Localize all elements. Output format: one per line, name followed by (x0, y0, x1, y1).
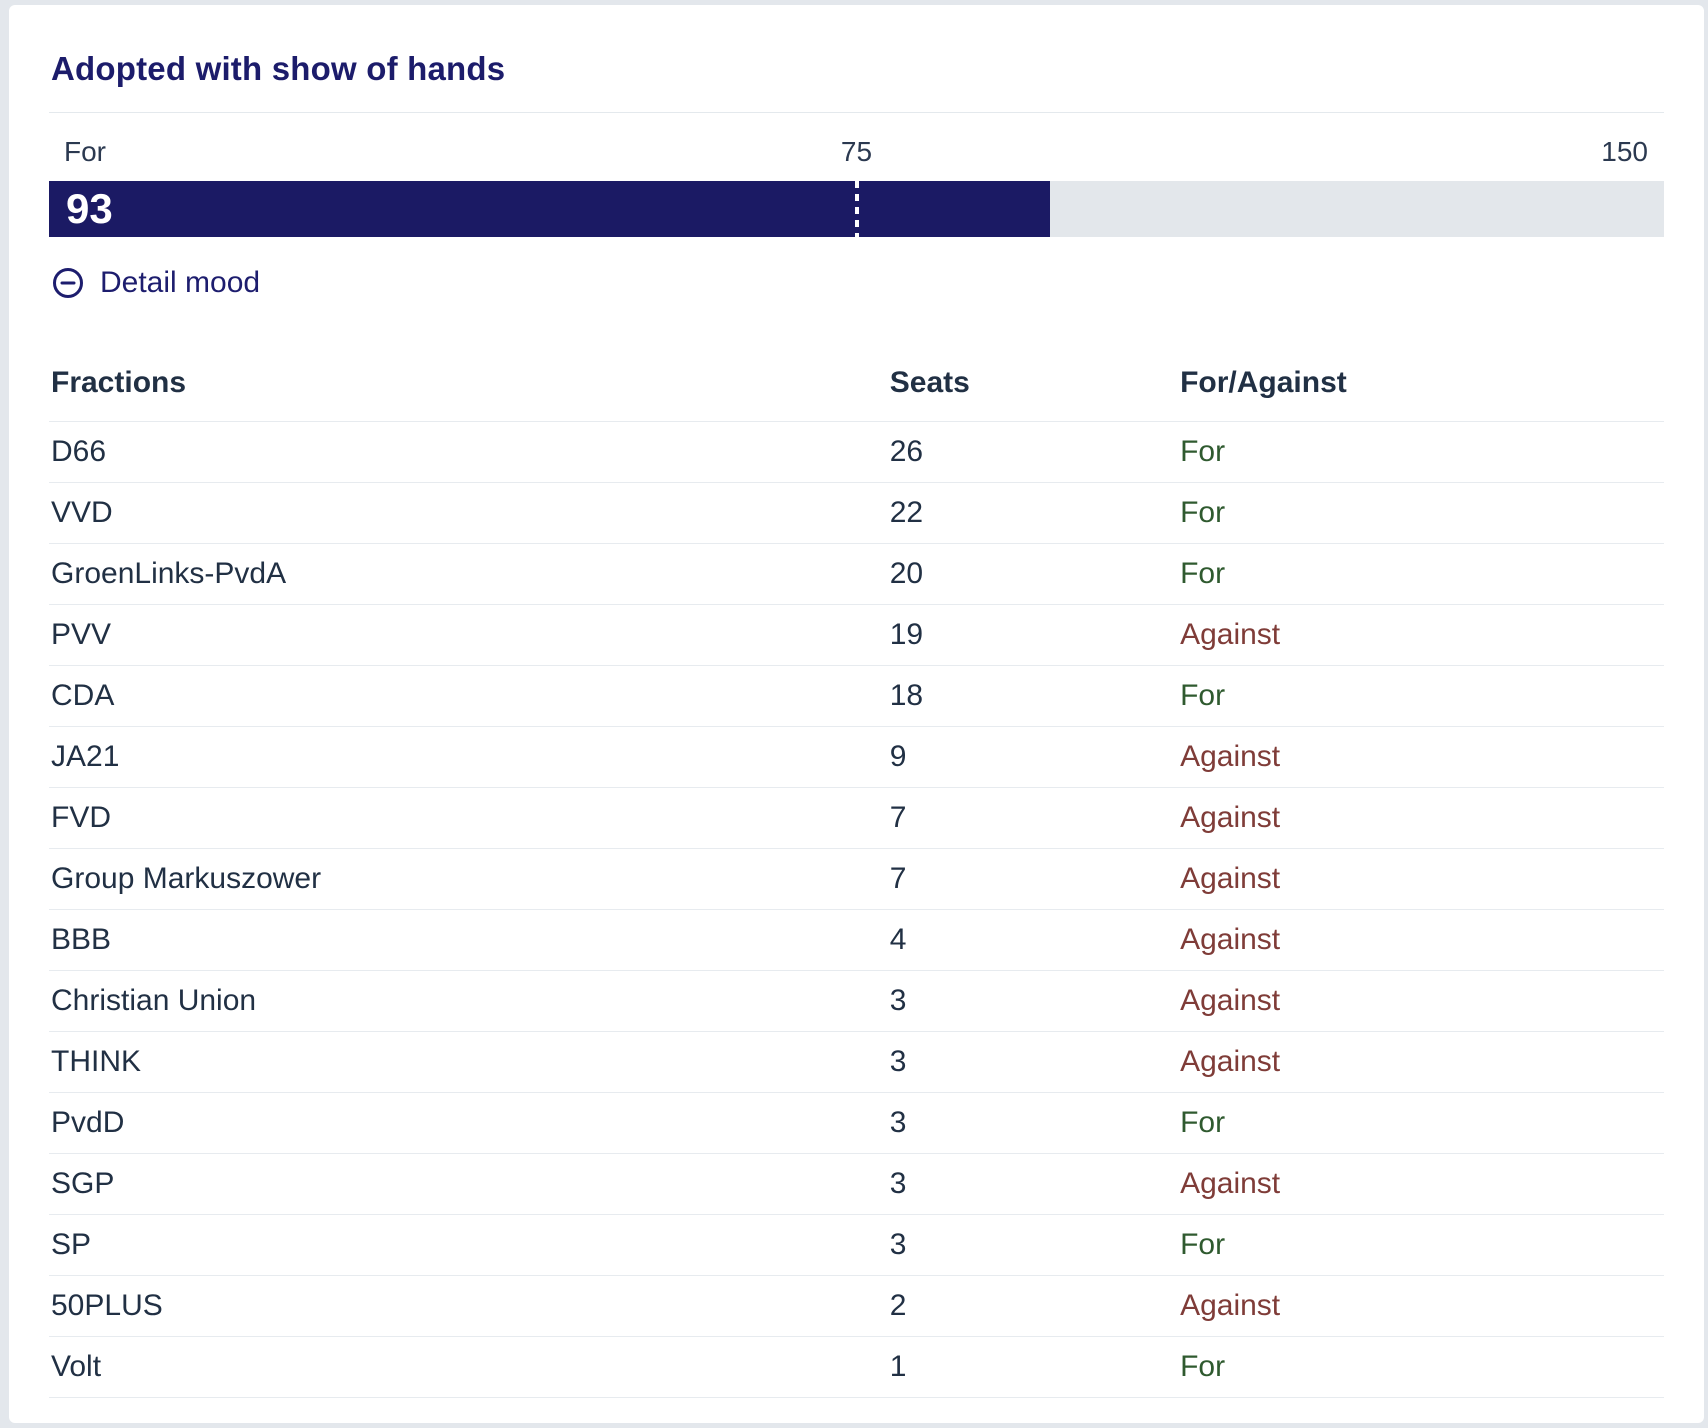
fraction-seats: 20 (889, 557, 924, 590)
fraction-name: VVD (51, 496, 113, 529)
vote-bar-track: 93 (49, 181, 1664, 237)
fraction-vote: For (1180, 679, 1226, 712)
fraction-name: JA21 (51, 740, 120, 773)
table-row: FVD 7 Against (49, 788, 1664, 849)
bar-majority-label: 75 (840, 136, 873, 167)
fraction-vote: For (1180, 557, 1226, 590)
table-row: THINK 3 Against (49, 1032, 1664, 1093)
vote-bar-fill: 93 (49, 181, 1051, 237)
fraction-seats: 3 (889, 1228, 907, 1261)
fraction-vote: Against (1180, 862, 1281, 895)
vote-count: 93 (66, 185, 113, 232)
fraction-seats: 3 (889, 1167, 907, 1200)
fraction-name: CDA (51, 679, 115, 712)
fraction-seats: 18 (889, 679, 924, 712)
detail-mood-toggle[interactable]: Detail mood (52, 266, 260, 300)
table-row: GroenLinks-PvdA 20 For (49, 544, 1664, 605)
fraction-vote: For (1180, 1350, 1226, 1383)
table-row: Volt 1 For (49, 1337, 1664, 1398)
fraction-name: PvdD (51, 1106, 125, 1139)
fraction-name: FVD (51, 801, 111, 834)
fraction-seats: 19 (889, 618, 924, 651)
table-row: VVD 22 For (49, 483, 1664, 544)
fraction-name: BBB (51, 923, 112, 956)
fraction-vote: For (1180, 435, 1226, 468)
fraction-name: SP (51, 1228, 92, 1261)
detail-toggle-label: Detail mood (100, 266, 261, 299)
fraction-vote: Against (1180, 801, 1281, 834)
fraction-seats: 4 (889, 923, 907, 956)
fraction-vote: Against (1180, 1045, 1281, 1078)
majority-marker (854, 181, 859, 237)
minus-circle-icon (52, 267, 84, 299)
table-row: D66 26 For (49, 422, 1664, 483)
table-row: SP 3 For (49, 1215, 1664, 1276)
table-row: CDA 18 For (49, 666, 1664, 727)
vote-bar-labels: For 75 150 (49, 136, 1664, 169)
divider (49, 112, 1664, 113)
fraction-vote: For (1180, 1228, 1226, 1261)
table-row: Christian Union 3 Against (49, 971, 1664, 1032)
table-row: Group Markuszower 7 Against (49, 849, 1664, 910)
table-row: BBB 4 Against (49, 910, 1664, 971)
table-row: PVV 19 Against (49, 605, 1664, 666)
fraction-name: PVV (51, 618, 112, 651)
fraction-vote: Against (1180, 740, 1281, 773)
col-header-vote: For/Against (1180, 366, 1347, 399)
fraction-seats: 2 (889, 1289, 907, 1322)
fraction-vote: Against (1180, 1289, 1281, 1322)
vote-result-card: Adopted with show of hands For 75 150 93… (9, 5, 1704, 1423)
vote-bar-section: For 75 150 93 (49, 136, 1664, 237)
fraction-seats: 22 (889, 496, 924, 529)
col-header-fractions: Fractions (51, 366, 187, 399)
fraction-name: Volt (51, 1350, 102, 1383)
fraction-name: Christian Union (51, 984, 257, 1017)
fraction-seats: 3 (889, 1106, 907, 1139)
fraction-seats: 26 (889, 435, 924, 468)
fraction-name: SGP (51, 1167, 115, 1200)
fraction-name: THINK (51, 1045, 141, 1078)
fraction-name: Group Markuszower (51, 862, 322, 895)
table-row: SGP 3 Against (49, 1154, 1664, 1215)
table-header: Fractions Seats For/Against (49, 360, 1664, 422)
table-row: 50PLUS 2 Against (49, 1276, 1664, 1337)
fraction-vote: Against (1180, 618, 1281, 651)
fraction-seats: 9 (889, 740, 907, 773)
fraction-name: 50PLUS (51, 1289, 163, 1322)
page-title: Adopted with show of hands (51, 50, 506, 87)
table-row: PvdD 3 For (49, 1093, 1664, 1154)
table-row: JA21 9 Against (49, 727, 1664, 788)
fraction-vote: Against (1180, 984, 1281, 1017)
fractions-table: Fractions Seats For/Against D66 26 For V… (49, 360, 1664, 1398)
bar-total-label: 150 (1601, 136, 1648, 167)
fraction-name: GroenLinks-PvdA (51, 557, 287, 590)
fraction-seats: 7 (889, 862, 907, 895)
fraction-seats: 1 (889, 1350, 907, 1383)
col-header-seats: Seats (889, 366, 970, 399)
fraction-vote: Against (1180, 923, 1281, 956)
fraction-seats: 3 (889, 984, 907, 1017)
table-body: D66 26 For VVD 22 For GroenLinks-PvdA 20… (49, 422, 1664, 1398)
fraction-seats: 3 (889, 1045, 907, 1078)
fraction-vote: For (1180, 1106, 1226, 1139)
fraction-vote: Against (1180, 1167, 1281, 1200)
fraction-name: D66 (51, 435, 107, 468)
fraction-seats: 7 (889, 801, 907, 834)
fraction-vote: For (1180, 496, 1226, 529)
bar-for-label: For (64, 136, 106, 167)
